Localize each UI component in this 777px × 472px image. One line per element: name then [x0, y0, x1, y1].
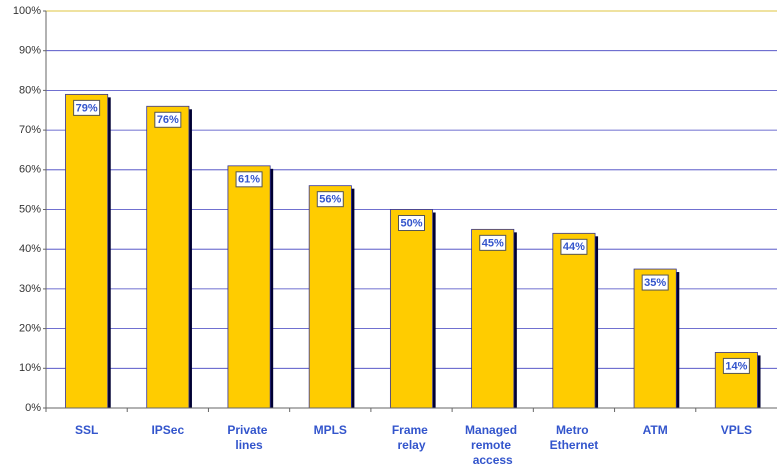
x-tick-label-line: access: [473, 453, 513, 467]
bar: [633, 268, 677, 409]
bar: [308, 185, 352, 409]
value-label: 76%: [157, 114, 179, 126]
x-tick-label-line: Frame: [392, 423, 431, 437]
value-label: 50%: [400, 217, 422, 229]
value-label-box: [73, 99, 101, 116]
x-tick-label-line: Ethernet: [550, 438, 599, 452]
bar: [146, 105, 190, 409]
x-tick-label: ATM: [643, 423, 668, 437]
x-tick-label-line: Metro: [556, 423, 592, 437]
value-label: 79%: [76, 102, 98, 114]
value-label-box: [235, 171, 263, 188]
x-tick-label-line: relay: [397, 438, 425, 452]
value-label: 61%: [238, 174, 260, 186]
x-tick-label-line: Private: [227, 423, 270, 437]
value-label: 35%: [644, 277, 666, 289]
value-label: 56%: [319, 194, 341, 206]
bar: [389, 209, 434, 409]
value-label: 44%: [563, 241, 585, 253]
bar: [227, 165, 271, 409]
value-label-box: [722, 357, 750, 374]
bar: [65, 93, 109, 409]
x-tick-label-line: Managed: [465, 423, 520, 437]
value-label-box: [479, 234, 507, 251]
x-tick-label: Frame relay: [392, 423, 431, 452]
x-tick-label-line: VPLS: [721, 423, 752, 437]
x-tick-label-line: ATM: [643, 423, 668, 437]
x-tick-label-line: IPSec: [151, 423, 184, 437]
bar: [471, 228, 515, 409]
value-label-box: [316, 191, 344, 208]
value-label: 45%: [482, 237, 504, 249]
x-tick-label: IPSec: [151, 423, 184, 437]
y-tick-label: 90%: [19, 45, 41, 57]
y-tick-label: 10%: [19, 362, 41, 374]
value-label-box: [398, 215, 425, 231]
bar: [552, 232, 596, 409]
x-tick-label-line: MPLS: [314, 423, 347, 437]
y-tick-label: 70%: [19, 124, 41, 136]
y-tick-label: 30%: [19, 283, 41, 295]
y-tick-label: 100%: [13, 5, 41, 17]
x-tick-label: MPLS: [314, 423, 347, 437]
y-tick-label: 80%: [19, 84, 41, 96]
value-label-box: [560, 238, 588, 255]
x-tick-label: VPLS: [721, 423, 752, 437]
x-tick-label: Private lines: [227, 423, 270, 452]
x-tick-label-line: SSL: [75, 423, 98, 437]
x-tick-label: SSL: [75, 423, 98, 437]
x-tick-label-line: remote: [471, 438, 514, 452]
value-label-box: [641, 274, 669, 291]
value-label: 14%: [725, 360, 747, 372]
y-tick-label: 40%: [19, 243, 41, 255]
y-tick-label: 60%: [19, 164, 41, 176]
y-tick-label: 50%: [19, 203, 41, 215]
x-tick-label: Metro Ethernet: [550, 423, 599, 452]
value-label-box: [154, 111, 182, 128]
x-tick-label: Managed remote access: [465, 423, 520, 467]
x-tick-label-line: lines: [235, 438, 263, 452]
y-tick-label: 0%: [25, 402, 41, 414]
y-tick-label: 20%: [19, 323, 41, 335]
